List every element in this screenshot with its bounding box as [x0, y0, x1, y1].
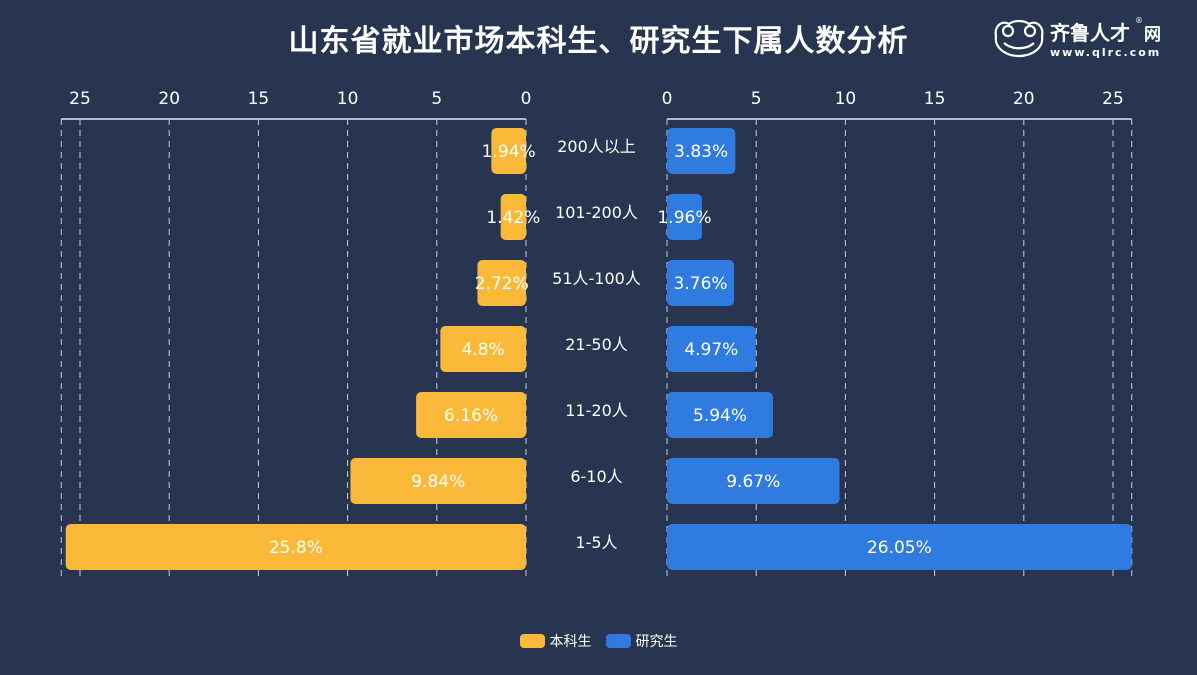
- bar-label-graduate: 9.67%: [726, 472, 780, 492]
- legend-item-undergrad[interactable]: 本科生: [519, 631, 592, 651]
- bar-label-graduate: 3.83%: [674, 142, 728, 162]
- bar-label-graduate: 1.96%: [657, 208, 711, 228]
- bar-graduate: [667, 392, 773, 438]
- bar-label-undergrad: 25.8%: [269, 538, 323, 558]
- left-tick-label: 20: [158, 89, 180, 109]
- frog-icon: [994, 19, 1044, 58]
- left-tick-label: 10: [337, 89, 359, 109]
- chart-title: 山东省就业市场本科生、研究生下属人数分析: [288, 24, 909, 59]
- right-tick-label: 25: [1102, 89, 1124, 109]
- bar-label-undergrad: 1.42%: [486, 208, 540, 228]
- left-tick-label: 5: [431, 89, 442, 109]
- category-label: 51人-100人: [552, 269, 641, 288]
- bar-graduate: [667, 458, 840, 504]
- bar-label-graduate: 26.05%: [867, 538, 932, 558]
- legend-label: 本科生: [549, 634, 592, 650]
- bar-label-undergrad: 4.8%: [462, 340, 505, 360]
- legend: 本科生 研究生: [0, 631, 1197, 651]
- svg-text:齐鲁人才: 齐鲁人才: [1050, 21, 1130, 45]
- category-label: 11-20人: [565, 401, 628, 420]
- bar-label-graduate: 5.94%: [693, 406, 747, 426]
- category-label: 6-10人: [570, 467, 622, 486]
- bar-label-graduate: 4.97%: [684, 340, 738, 360]
- legend-swatch-graduate: [605, 634, 631, 648]
- category-label: 200人以上: [557, 137, 636, 156]
- right-tick-label: 0: [662, 89, 673, 109]
- bar-label-undergrad: 9.84%: [411, 472, 465, 492]
- bar-undergrad: [440, 326, 526, 372]
- qlrc-logo: 齐鲁人才 ® 网 www.qlrc.com: [992, 14, 1187, 66]
- legend-item-graduate[interactable]: 研究生: [605, 631, 678, 651]
- bar-undergrad: [477, 260, 526, 306]
- right-tick-label: 15: [924, 89, 946, 109]
- bar-graduate: [667, 326, 756, 372]
- svg-text:®: ®: [1135, 16, 1143, 25]
- right-tick-label: 20: [1013, 89, 1035, 109]
- bar-undergrad: [491, 128, 526, 174]
- bar-undergrad: [416, 392, 526, 438]
- left-tick-label: 15: [248, 89, 270, 109]
- bar-graduate: [667, 194, 702, 240]
- bar-undergrad: [65, 524, 526, 570]
- svg-text:网: 网: [1144, 25, 1161, 45]
- category-label: 21-50人: [565, 335, 628, 354]
- bar-graduate: [667, 524, 1132, 570]
- bar-graduate: [667, 260, 735, 306]
- bar-label-undergrad: 6.16%: [444, 406, 498, 426]
- legend-swatch-undergrad: [519, 634, 545, 648]
- bar-undergrad: [500, 194, 526, 240]
- legend-label: 研究生: [635, 634, 678, 650]
- bar-label-undergrad: 1.94%: [482, 142, 536, 162]
- right-tick-label: 10: [835, 89, 857, 109]
- svg-text:www.qlrc.com: www.qlrc.com: [1050, 46, 1161, 59]
- category-label: 101-200人: [555, 203, 638, 222]
- left-tick-label: 0: [521, 89, 532, 109]
- bar-graduate: [667, 128, 736, 174]
- bar-label-graduate: 3.76%: [674, 274, 728, 294]
- right-tick-label: 5: [751, 89, 762, 109]
- bar-label-undergrad: 2.72%: [475, 274, 529, 294]
- category-label: 1-5人: [575, 533, 617, 552]
- left-tick-label: 25: [69, 89, 91, 109]
- bar-undergrad: [350, 458, 526, 504]
